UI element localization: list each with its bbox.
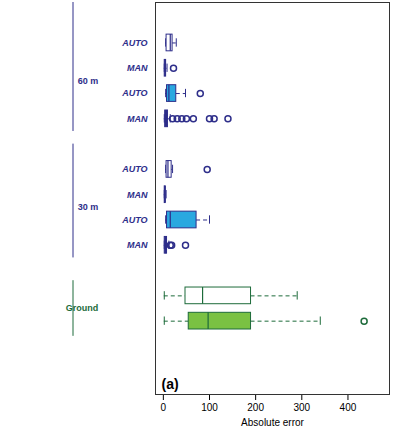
svg-text:MAN: MAN	[127, 190, 148, 200]
svg-text:30 m: 30 m	[78, 202, 99, 212]
svg-text:60 m: 60 m	[78, 76, 99, 86]
svg-text:Absolute error: Absolute error	[241, 417, 304, 428]
svg-text:AUTO: AUTO	[121, 88, 147, 98]
svg-text:AUTO: AUTO	[121, 215, 147, 225]
svg-text:MAN: MAN	[127, 63, 148, 73]
svg-text:MAN: MAN	[127, 240, 148, 250]
svg-text:100: 100	[201, 402, 218, 413]
svg-text:AUTO: AUTO	[121, 38, 147, 48]
svg-text:Ground: Ground	[66, 303, 99, 313]
svg-text:MAN: MAN	[127, 114, 148, 124]
svg-text:300: 300	[293, 402, 310, 413]
svg-text:0: 0	[161, 402, 167, 413]
svg-text:400: 400	[340, 402, 357, 413]
svg-text:(a): (a)	[162, 376, 179, 392]
svg-text:AUTO: AUTO	[121, 164, 147, 174]
svg-text:200: 200	[247, 402, 264, 413]
